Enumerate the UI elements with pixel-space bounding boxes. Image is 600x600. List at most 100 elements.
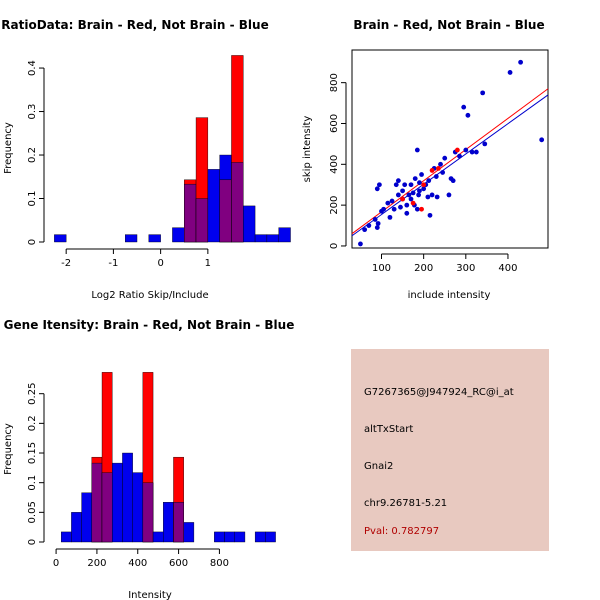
scatter-point-notbrain — [416, 192, 421, 198]
scatter-point-notbrain — [372, 217, 378, 222]
ratio-histogram-axes: -2 -1 0 1 0 0.1 0.2 0.3 0.4 — [27, 60, 211, 269]
scatter-y-tick-label: 400 — [329, 155, 340, 174]
scatter-fit-line — [351, 94, 549, 237]
scatter-point-notbrain — [366, 223, 372, 228]
intensity-y-tick-label: 0.05 — [27, 501, 38, 523]
scatter-point-notbrain — [408, 196, 414, 202]
intensity-y-tick-label: 0.2 — [27, 415, 38, 431]
scatter-point-notbrain — [408, 182, 414, 188]
scatter-point-notbrain — [391, 206, 397, 212]
scatter-point-notbrain — [469, 149, 475, 155]
ratio-bar-notbrain — [148, 234, 161, 243]
ratio-y-tick-label: 0.2 — [27, 147, 38, 163]
ratio-histogram-ylabel: Frequency — [3, 122, 14, 174]
intensity-bar-notbrain — [183, 522, 195, 543]
ratio-x-tick-label: 0 — [157, 258, 163, 269]
scatter-point-notbrain — [414, 206, 420, 212]
scatter-point-notbrain — [419, 172, 424, 177]
scatter-y-tick-label: 800 — [329, 73, 340, 92]
ratio-y-tick-label: 0.3 — [27, 104, 38, 120]
intensity-histogram-title: Gene Itensity: Brain - Red, Not Brain - … — [4, 318, 295, 332]
intensity-y-tick-label: 0.15 — [27, 442, 38, 464]
ratio-bar-notbrain — [254, 234, 268, 243]
scatter-point-notbrain — [374, 225, 380, 230]
scatter-point-notbrain — [461, 104, 467, 110]
scatter-point-notbrain — [389, 198, 395, 204]
scatter-y-tick-label: 0 — [329, 243, 340, 249]
probe-id: G7267365@J947924_RC@i_at — [364, 387, 514, 398]
scatter-plot-box — [351, 49, 549, 249]
scatter-point-notbrain — [406, 192, 412, 198]
scatter-x-tick-label: 300 — [456, 263, 475, 274]
intensity-scatter: Brain - Red, Not Brain - Blue 100 200 300 4… — [302, 18, 549, 301]
scatter-point-brain — [436, 165, 441, 171]
ratio-bar-overlap — [219, 179, 232, 243]
scatter-point-notbrain — [438, 161, 443, 167]
intensity-histogram-axes: 0 200 400 600 800 0 0.05 0.1 0.15 0.2 0.25 — [27, 383, 229, 569]
ratio-y-tick-label: 0.4 — [27, 60, 38, 76]
scatter-point-notbrain — [393, 182, 399, 188]
ratio-bar-notbrain — [54, 234, 67, 243]
scatter-fit-lines — [351, 88, 549, 237]
scatter-point-notbrain — [417, 180, 422, 186]
ratio-histogram-bars — [54, 55, 291, 243]
scatter-ylabel: skip intensity — [302, 116, 313, 183]
intensity-bar-notbrain — [163, 502, 174, 543]
intensity-histogram-xlabel: Intensity — [128, 590, 172, 600]
intensity-bar-notbrain — [60, 531, 72, 543]
scatter-point-notbrain — [395, 178, 401, 184]
ratio-bar-notbrain — [278, 227, 291, 243]
scatter-y-tick-label: 200 — [329, 196, 340, 215]
ratio-histogram-xlabel: Log2 Ratio Skip/Include — [91, 290, 208, 301]
intensity-histogram: Gene Itensity: Brain - Red, Not Brain - … — [3, 318, 294, 600]
probe-info-panel: G7267365@J947924_RC@i_at altTxStart Gnai… — [351, 349, 549, 551]
scatter-point-brain — [429, 168, 435, 173]
scatter-point-notbrain — [387, 214, 393, 220]
scatter-point-notbrain — [395, 192, 401, 198]
scatter-point-brain — [421, 182, 427, 188]
ratio-bar-notbrain — [125, 234, 138, 243]
intensity-bar-notbrain — [112, 462, 123, 543]
scatter-x-tick-label: 400 — [498, 263, 517, 274]
scatter-point-notbrain — [381, 206, 387, 212]
intensity-bar-overlap — [101, 472, 113, 543]
intensity-bar-notbrain — [122, 452, 133, 543]
scatter-point-notbrain — [412, 176, 418, 181]
ratio-y-tick-label: 0 — [27, 239, 38, 245]
scatter-point-notbrain — [404, 202, 410, 208]
intensity-bar-notbrain — [71, 512, 82, 543]
ratio-bar-overlap — [184, 183, 197, 243]
scatter-point-notbrain — [518, 59, 524, 65]
scatter-x-tick-label: 200 — [414, 263, 433, 274]
scatter-point-brain — [400, 196, 405, 202]
scatter-point-notbrain — [404, 210, 410, 216]
scatter-point-notbrain — [442, 155, 448, 161]
gene-name: Gnai2 — [364, 461, 394, 472]
ratio-bar-notbrain — [172, 227, 185, 243]
ratio-bar-overlap — [231, 162, 244, 243]
scatter-point-notbrain — [440, 170, 446, 175]
intensity-bar-notbrain — [152, 531, 164, 543]
scatter-point-notbrain — [426, 178, 432, 184]
intensity-bar-notbrain — [81, 492, 93, 543]
scatter-point-notbrain — [433, 174, 439, 179]
intensity-bar-notbrain — [214, 531, 225, 543]
scatter-point-notbrain — [414, 147, 420, 153]
scatter-point-notbrain — [427, 212, 433, 218]
genomic-location: chr9.26781-5.21 — [364, 498, 448, 509]
scatter-point-notbrain — [425, 194, 431, 200]
intensity-bar-notbrain — [265, 531, 276, 543]
intensity-bar-overlap — [142, 482, 154, 543]
ratio-bar-notbrain — [243, 205, 256, 243]
scatter-point-brain — [454, 147, 460, 153]
scatter-point-notbrain — [421, 186, 427, 192]
ratio-histogram-title: RatioData: Brain - Red, Not Brain - Blue — [1, 18, 268, 32]
intensity-bar-notbrain — [224, 531, 235, 543]
scatter-point-notbrain — [375, 221, 381, 226]
ratio-bar-overlap — [195, 198, 209, 243]
intensity-bar-overlap — [173, 502, 184, 543]
scatter-point-notbrain — [400, 188, 405, 194]
intensity-bar-notbrain — [254, 531, 266, 543]
scatter-point-notbrain — [539, 137, 545, 143]
scatter-point-notbrain — [417, 188, 422, 194]
